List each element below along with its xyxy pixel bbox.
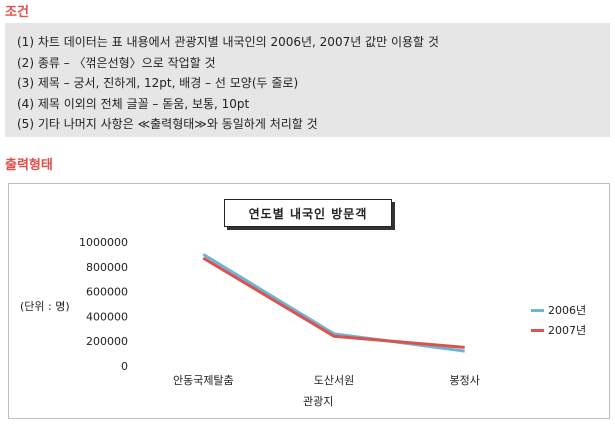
condition-item-5: (5) 기타 나머지 사항은 ≪출력형태≫와 동일하게 처리할 것 xyxy=(17,117,318,131)
legend-swatch-2006 xyxy=(531,308,544,312)
y-tick-label: 600000 xyxy=(86,286,128,299)
y-tick-label: 400000 xyxy=(86,310,128,323)
output-heading: 출력형태 xyxy=(5,158,53,173)
conditions-heading: 조건 xyxy=(5,5,29,20)
x-tick-label: 봉정사 xyxy=(449,374,479,387)
series-line-2 xyxy=(202,256,465,349)
condition-item-4: (4) 제목 이외의 전체 글꼴 – 돋움, 보통, 10pt xyxy=(17,96,250,111)
conditions-box: (1) 차트 데이터는 표 내용에서 관광지별 내국인의 2006년, 2007… xyxy=(5,23,610,137)
legend-item-2006: 2006년 xyxy=(531,300,586,320)
x-axis-label: 관광지 xyxy=(303,395,334,408)
x-tick-label: 안동국제탈춤 xyxy=(173,374,234,387)
y-tick-label: 0 xyxy=(121,360,128,373)
y-tick-label: 1000000 xyxy=(79,236,128,249)
y-tick-label: 200000 xyxy=(86,335,128,348)
chart-title: 연도별 내국인 방문객 xyxy=(248,206,368,221)
y-tick-label: 800000 xyxy=(86,261,128,274)
chart-legend: 2006년 2007년 xyxy=(531,300,586,340)
condition-item-1: (1) 차트 데이터는 표 내용에서 관광지별 내국인의 2006년, 2007… xyxy=(17,35,439,49)
legend-label-2006: 2006년 xyxy=(548,304,587,317)
legend-label-2007: 2007년 xyxy=(548,324,587,337)
chart-title-box: 연도별 내국인 방문객 xyxy=(224,199,392,227)
condition-item-2: (2) 종류 – 〈꺾은선형〉으로 작업할 것 xyxy=(17,55,216,70)
legend-swatch-2007 xyxy=(531,328,544,332)
condition-item-3: (3) 제목 – 궁서, 진하게, 12pt, 배경 – 선 모양(두 줄로) xyxy=(17,76,299,90)
legend-item-2007: 2007년 xyxy=(531,320,586,340)
series-line-1 xyxy=(202,253,465,353)
x-tick-label: 도산서원 xyxy=(314,374,354,387)
y-axis-unit-label: (단위 : 명) xyxy=(20,300,70,313)
